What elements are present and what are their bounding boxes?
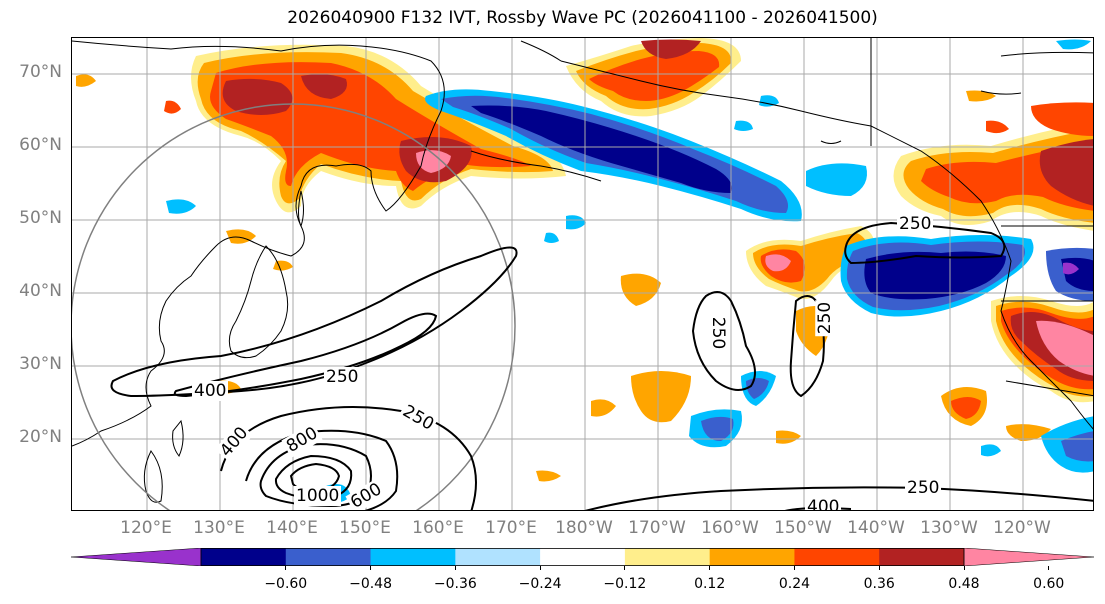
contour-label: 1000 (294, 486, 342, 506)
contour-label: 400 (192, 381, 229, 401)
colorbar-tick (793, 566, 795, 570)
colorbar (71, 548, 1094, 566)
lat-label: 50°N (19, 208, 62, 228)
range-circle (72, 103, 516, 510)
lon-label: 120°W (993, 518, 1051, 538)
colorbar-tick-label: −0.24 (518, 576, 562, 592)
colorbar-segment (879, 548, 965, 566)
colorbar-segment (370, 548, 456, 566)
contour-label: 250 (905, 478, 942, 498)
colorbar-segment (540, 548, 626, 566)
contour-label: 250 (324, 367, 361, 387)
lat-label: 40°N (19, 281, 62, 301)
colorbar-tick (878, 566, 880, 570)
lon-label: 130°E (193, 518, 245, 538)
lon-label: 150°E (339, 518, 391, 538)
lon-label: 140°W (847, 518, 905, 538)
contour-label: 250 (897, 214, 934, 234)
colorbar-outline (200, 548, 965, 566)
lat-label: 20°N (19, 427, 62, 447)
colorbar-segment (624, 548, 711, 566)
contour-label: 400 (805, 497, 842, 510)
colorbar-tick-label: 0.48 (948, 576, 980, 592)
lat-label: 30°N (19, 354, 62, 374)
colorbar-tick-label: −0.60 (264, 576, 308, 592)
colorbar-tick-label: 0.24 (778, 576, 811, 592)
colorbar-tick-label: −0.12 (603, 576, 647, 592)
lon-label: 170°E (485, 518, 537, 538)
colorbar-tick (539, 566, 541, 570)
colorbar-tick-label: 0.60 (1033, 576, 1065, 592)
colorbar-tick-label: 0.12 (694, 576, 726, 592)
colorbar-segment (455, 548, 541, 566)
positive-ivt-anomalies (76, 38, 1093, 482)
lon-label: 120°E (120, 518, 172, 538)
lon-label: 170°W (628, 518, 686, 538)
colorbar-tick (624, 566, 626, 570)
lon-label: 140°E (266, 518, 318, 538)
contour-label: 250 (815, 299, 836, 337)
lon-label: 150°W (774, 518, 832, 538)
map-area[interactable]: 250 400 250 800 400 1000 600 250 250 250… (71, 37, 1094, 511)
colorbar-tick-label: −0.48 (349, 576, 392, 592)
colorbar-extend-high (963, 548, 1094, 566)
lat-label: 60°N (19, 135, 62, 155)
colorbar-segment (794, 548, 880, 566)
colorbar-tick (709, 566, 711, 570)
lon-label: 130°W (920, 518, 978, 538)
negative-ivt-anomalies (166, 39, 1093, 503)
colorbar-extend-low (71, 548, 202, 566)
colorbar-tick (454, 566, 456, 570)
colorbar-segment (201, 548, 287, 566)
lon-label: 160°E (412, 518, 464, 538)
colorbar-tick (370, 566, 372, 570)
colorbar-tick (285, 566, 287, 570)
contour-label: 250 (708, 314, 729, 352)
colorbar-tick (963, 566, 965, 570)
lon-label: 180°W (555, 518, 613, 538)
colorbar-segment (709, 548, 795, 566)
colorbar-tick (1048, 566, 1050, 570)
lon-label: 160°W (701, 518, 759, 538)
map-title: 2026040900 F132 IVT, Rossby Wave PC (202… (287, 8, 878, 28)
graticule (72, 38, 1093, 510)
colorbar-tick-label: −0.36 (433, 576, 477, 592)
lat-label: 70°N (19, 62, 62, 82)
coastlines (72, 38, 1093, 503)
colorbar-segment (285, 548, 372, 566)
colorbar-tick-label: 0.36 (863, 576, 895, 592)
